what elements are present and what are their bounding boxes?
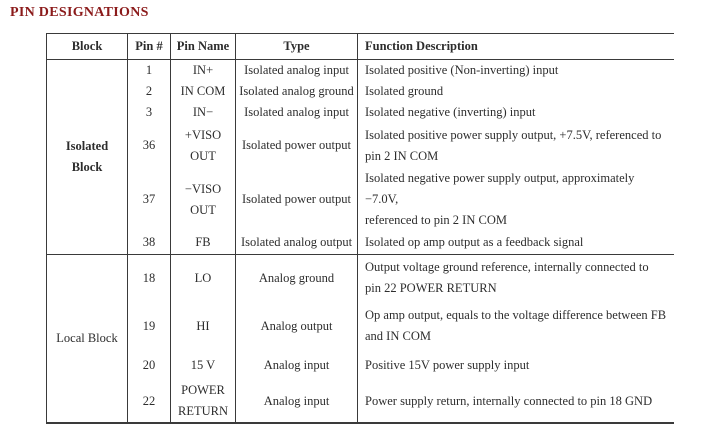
- cell-description: Isolated negative (inverting) input: [365, 105, 536, 119]
- cell-type: Isolated power output: [235, 168, 358, 231]
- pin-designations-table: Block Pin # Pin Name Type Function Descr…: [46, 33, 674, 424]
- cell-pin: 20: [127, 350, 171, 380]
- cell-description: Isolated positive (Non-inverting) input: [365, 63, 559, 77]
- cell-type: Analog input: [235, 380, 358, 423]
- cell-type: Analog output: [235, 302, 358, 350]
- table-row: Isolated Block 1 IN+ Isolated analog inp…: [46, 59, 674, 254]
- cell-description: Op amp output, equals to the voltage dif…: [365, 308, 667, 343]
- cell-pin-name: +VISO OUT: [170, 123, 236, 168]
- cell-type: Isolated analog output: [235, 231, 358, 254]
- header-type: Type: [235, 33, 358, 60]
- cell-type: Analog ground: [235, 254, 358, 302]
- cell-description: Isolated positive power supply output, +…: [365, 127, 662, 163]
- cell-pin: 38: [127, 231, 171, 254]
- cell-pin: 22: [127, 380, 171, 423]
- cell-pin-name: IN COM: [170, 81, 236, 102]
- cell-pin: 1: [127, 59, 171, 81]
- cell-pin: 3: [127, 102, 171, 123]
- table-row: 22 POWER RETURN Analog input Power suppl…: [47, 380, 674, 423]
- cell-pin: 36: [127, 123, 171, 168]
- cell-pin-name: POWER RETURN: [170, 380, 236, 423]
- cell-description: Isolated negative power supply output, a…: [365, 171, 635, 227]
- cell-pin-name: FB: [170, 231, 236, 254]
- cell-pin: 19: [127, 302, 171, 350]
- cell-pin: 37: [127, 168, 171, 231]
- cell-pin-name: IN+: [170, 59, 236, 81]
- table-row: 19 HI Analog output Op amp output, equal…: [47, 302, 674, 350]
- isolated-block-section: Isolated Block 1 IN+ Isolated analog inp…: [46, 59, 674, 254]
- cell-description: Positive 15V power supply input: [365, 357, 530, 372]
- block-cell-local: Local Block: [46, 254, 128, 423]
- table-row: 37 −VISO OUT Isolated power output Isola…: [47, 168, 674, 231]
- table-row: Local Block 18 LO Analog ground Output v…: [46, 254, 674, 423]
- cell-description: Output voltage ground reference, interna…: [365, 260, 649, 296]
- header-pin-number: Pin #: [127, 33, 171, 60]
- cell-pin: 18: [127, 254, 171, 302]
- cell-type: Isolated analog ground: [235, 81, 358, 102]
- cell-description: Power supply return, internally connecte…: [365, 393, 653, 408]
- cell-description: Isolated op amp output as a feedback sig…: [365, 234, 584, 249]
- table-row: 36 +VISO OUT Isolated power output Isola…: [47, 123, 674, 168]
- header-block: Block: [46, 33, 128, 60]
- cell-type: Isolated power output: [235, 123, 358, 168]
- cell-type: Isolated analog input: [235, 102, 358, 123]
- table-header-row: Block Pin # Pin Name Type Function Descr…: [46, 33, 674, 60]
- cell-pin: 2: [127, 81, 171, 102]
- block-cell-isolated: Isolated Block: [46, 59, 128, 254]
- cell-description: Isolated ground: [365, 84, 444, 98]
- table-row: 38 FB Isolated analog output Isolated op…: [47, 231, 674, 254]
- table-row: 3 IN− Isolated analog input Isolated neg…: [47, 102, 674, 123]
- page-title: PIN DESIGNATIONS: [10, 5, 149, 20]
- cell-type: Isolated analog input: [235, 59, 358, 81]
- table-row: 20 15 V Analog input Positive 15V power …: [47, 350, 674, 380]
- header-pin-name: Pin Name: [170, 33, 236, 60]
- header-function-description: Function Description: [357, 33, 674, 60]
- cell-pin-name: −VISO OUT: [170, 168, 236, 231]
- cell-pin-name: HI: [170, 302, 236, 350]
- table-row: 2 IN COM Isolated analog ground Isolated…: [47, 81, 674, 102]
- cell-pin-name: LO: [170, 254, 236, 302]
- cell-pin-name: 15 V: [170, 350, 236, 380]
- local-block-section: Local Block 18 LO Analog ground Output v…: [46, 254, 674, 423]
- cell-pin-name: IN−: [170, 102, 236, 123]
- cell-type: Analog input: [235, 350, 358, 380]
